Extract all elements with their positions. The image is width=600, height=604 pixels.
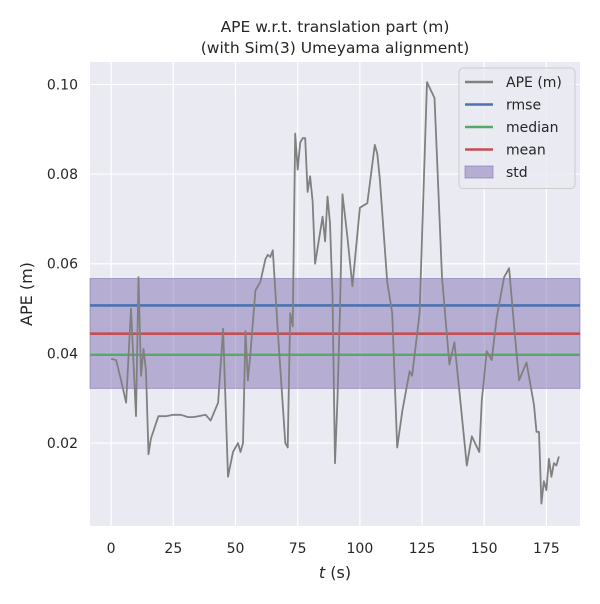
x-axis-label-unit: (s) (325, 563, 351, 582)
legend-box (458, 67, 576, 189)
tick-labels: 0 25 50 75 100 125 150 175 0.02 0.04 0.06 0.08 0.10 (47, 77, 560, 557)
x-tick-label: 175 (533, 541, 560, 557)
legend: APE (m) rmse median mean std (458, 67, 576, 189)
y-tick-label: 0.10 (47, 77, 78, 93)
y-tick-label: 0.02 (47, 436, 78, 452)
legend-label: rmse (506, 98, 541, 114)
legend-label: APE (m) (506, 75, 562, 91)
ape-series-layer (110, 81, 560, 505)
x-tick-label: 150 (471, 541, 498, 557)
y-axis-label: APE (m) (17, 262, 36, 326)
ape-line (110, 81, 560, 505)
y-tick-label: 0.06 (47, 257, 78, 273)
x-tick-label: 25 (164, 541, 182, 557)
x-axis-label: t (s) (319, 563, 351, 582)
legend-swatch-std (464, 165, 494, 179)
chart-title: APE w.r.t. translation part (m) (221, 18, 450, 36)
x-tick-label: 100 (347, 541, 374, 557)
legend-label: std (506, 165, 528, 181)
x-tick-label: 75 (289, 541, 307, 557)
x-tick-label: 125 (409, 541, 436, 557)
legend-label: mean (506, 143, 546, 159)
chart-subtitle: (with Sim(3) Umeyama alignment) (201, 39, 470, 57)
x-tick-label: 50 (227, 541, 245, 557)
x-tick-label: 0 (107, 541, 116, 557)
x-axis-label-var: t (319, 563, 326, 582)
y-tick-label: 0.04 (47, 346, 78, 362)
y-tick-label: 0.08 (47, 167, 78, 183)
legend-label: median (506, 120, 558, 136)
